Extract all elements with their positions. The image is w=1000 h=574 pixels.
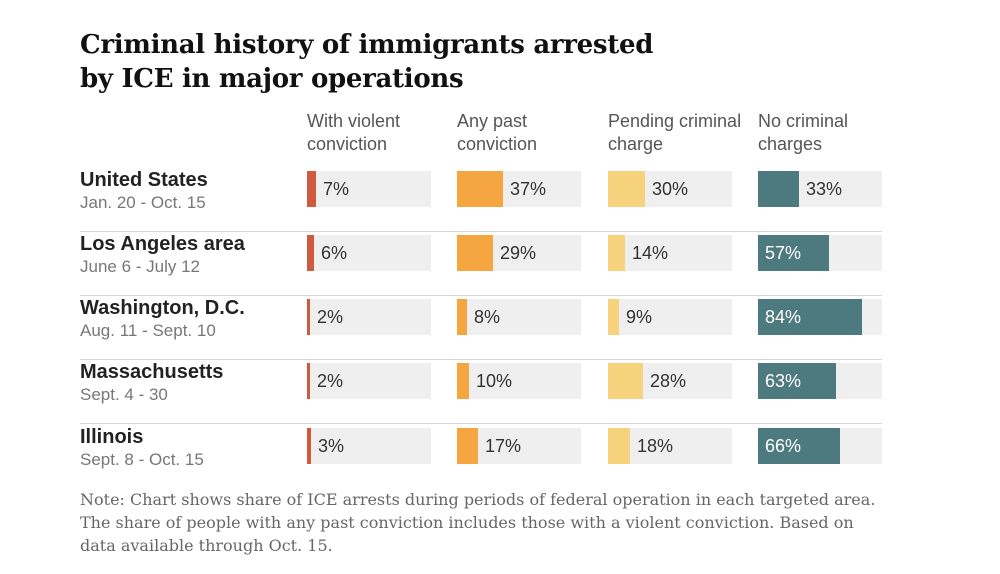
bar-value-label: 3% bbox=[318, 436, 345, 456]
bar-violent bbox=[307, 235, 314, 271]
bar-none bbox=[758, 299, 862, 335]
chart-row: Illinois Sept. 8 - Oct. 15 3% 17% 18% 66% bbox=[80, 425, 882, 489]
bar-value-label: 30% bbox=[652, 179, 689, 199]
region-label: Washington, D.C. bbox=[80, 297, 245, 319]
date-range-label: June 6 - July 12 bbox=[80, 257, 201, 276]
bar-track-pending: 14% bbox=[608, 235, 732, 271]
bar-value-label: 84% bbox=[765, 307, 802, 327]
chart-title: Criminal history of immigrants arrested … bbox=[80, 30, 654, 94]
bar-track-past: 8% bbox=[457, 299, 581, 335]
region-label: Massachusetts bbox=[80, 361, 224, 383]
bar-past bbox=[457, 363, 469, 399]
bar-pending bbox=[608, 171, 645, 207]
bar-track-none: 57% bbox=[758, 235, 882, 271]
bar-track-past: 17% bbox=[457, 428, 581, 464]
bar-track-violent: 3% bbox=[307, 428, 431, 464]
region-label: Illinois bbox=[80, 426, 144, 448]
chart-row: Washington, D.C. Aug. 11 - Sept. 10 2% 8% 9%… bbox=[80, 296, 882, 360]
chart-row: United States Jan. 20 - Oct. 15 7% 37% 30% 33… bbox=[80, 168, 882, 232]
bar-value-label: 14% bbox=[632, 243, 669, 263]
bar-track-violent: 6% bbox=[307, 235, 431, 271]
bar-track-violent: 2% bbox=[307, 363, 431, 399]
bar-past bbox=[457, 299, 467, 335]
bar-pending bbox=[608, 299, 619, 335]
column-header-pending: Pending criminal charge bbox=[608, 111, 742, 154]
region-label: Los Angeles area bbox=[80, 233, 245, 255]
date-range-label: Aug. 11 - Sept. 10 bbox=[80, 321, 216, 340]
bar-none bbox=[758, 235, 829, 271]
bar-value-label: 2% bbox=[317, 307, 344, 327]
bar-value-label: 66% bbox=[765, 436, 802, 456]
bar-track-violent: 7% bbox=[307, 171, 431, 207]
bar-value-label: 18% bbox=[637, 436, 674, 456]
bar-value-label: 29% bbox=[500, 243, 537, 263]
bar-value-label: 9% bbox=[626, 307, 653, 327]
bar-past bbox=[457, 235, 493, 271]
bar-violent bbox=[307, 171, 316, 207]
chart-note: Note: Chart shows share of ICE arrests d… bbox=[80, 490, 876, 555]
bar-past bbox=[457, 171, 503, 207]
chart-row: Los Angeles area June 6 - July 12 6% 29% 14%… bbox=[80, 232, 882, 296]
bar-pending bbox=[608, 363, 643, 399]
date-range-label: Jan. 20 - Oct. 15 bbox=[80, 193, 206, 212]
region-label: United States bbox=[80, 169, 208, 191]
bar-value-label: 33% bbox=[806, 179, 843, 199]
bar-track-pending: 30% bbox=[608, 171, 732, 207]
bar-track-none: 63% bbox=[758, 363, 882, 399]
bar-violent bbox=[307, 428, 311, 464]
bar-value-label: 17% bbox=[485, 436, 522, 456]
column-header-violent: With violent conviction bbox=[307, 111, 401, 154]
bar-value-label: 10% bbox=[476, 371, 513, 391]
bar-value-label: 28% bbox=[650, 371, 687, 391]
bar-violent bbox=[307, 363, 310, 399]
bar-value-label: 6% bbox=[321, 243, 348, 263]
bar-track-none: 84% bbox=[758, 299, 882, 335]
bar-none bbox=[758, 428, 840, 464]
bar-pending bbox=[608, 428, 630, 464]
bar-track-none: 66% bbox=[758, 428, 882, 464]
bar-none bbox=[758, 363, 836, 399]
bar-value-label: 8% bbox=[474, 307, 501, 327]
bar-track-violent: 2% bbox=[307, 299, 431, 335]
column-header-none: No criminal charges bbox=[758, 111, 849, 154]
bar-none bbox=[758, 171, 799, 207]
bar-value-label: 37% bbox=[510, 179, 547, 199]
date-range-label: Sept. 4 - 30 bbox=[80, 385, 168, 404]
bar-pending bbox=[608, 235, 625, 271]
bar-track-pending: 18% bbox=[608, 428, 732, 464]
bar-past bbox=[457, 428, 478, 464]
bar-track-past: 37% bbox=[457, 171, 581, 207]
bar-value-label: 7% bbox=[323, 179, 350, 199]
bar-track-pending: 28% bbox=[608, 363, 732, 399]
bar-track-pending: 9% bbox=[608, 299, 732, 335]
bar-value-label: 2% bbox=[317, 371, 344, 391]
bar-track-past: 10% bbox=[457, 363, 581, 399]
date-range-label: Sept. 8 - Oct. 15 bbox=[80, 450, 204, 469]
column-header-past: Any past conviction bbox=[457, 111, 538, 154]
bar-value-label: 57% bbox=[765, 243, 802, 263]
bar-value-label: 63% bbox=[765, 371, 802, 391]
bar-violent bbox=[307, 299, 310, 335]
chart-row: Massachusetts Sept. 4 - 30 2% 10% 28% 63% bbox=[80, 360, 882, 424]
bar-track-none: 33% bbox=[758, 171, 882, 207]
bar-track-past: 29% bbox=[457, 235, 581, 271]
